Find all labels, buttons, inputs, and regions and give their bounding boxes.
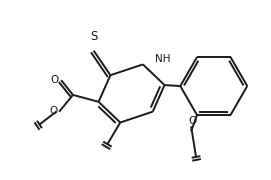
Text: O: O <box>49 106 57 116</box>
Text: S: S <box>90 30 97 43</box>
Text: NH: NH <box>155 55 170 64</box>
Text: O: O <box>188 116 196 126</box>
Text: O: O <box>50 75 58 85</box>
